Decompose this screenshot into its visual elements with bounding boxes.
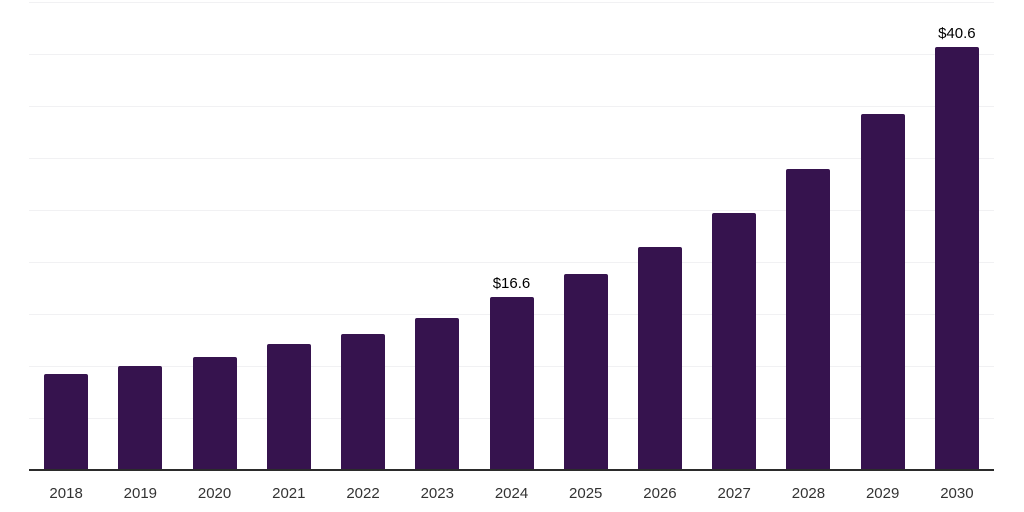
bar-2019 xyxy=(118,365,163,470)
x-axis-line xyxy=(29,469,994,471)
x-tick-label-2022: 2022 xyxy=(346,485,380,502)
x-tick-label-2024: 2024 xyxy=(494,485,529,502)
bar-2021 xyxy=(266,344,311,470)
gridline-40 xyxy=(29,53,994,55)
gridline-20 xyxy=(29,261,994,263)
bar-2023 xyxy=(415,317,460,470)
gridline-35 xyxy=(29,105,994,107)
gridline-45 xyxy=(29,1,994,3)
bar-value-label-2030: $40.6 xyxy=(938,25,976,43)
x-tick-label-2027: 2027 xyxy=(717,485,751,502)
bar-value-label-2024: $16.6 xyxy=(492,275,531,293)
x-tick-label-2018: 2018 xyxy=(49,485,83,502)
bar-2030 xyxy=(934,47,979,470)
bar-2020 xyxy=(192,356,237,470)
x-tick-label-2026: 2026 xyxy=(643,485,677,502)
x-tick-label-2028: 2028 xyxy=(791,485,826,502)
x-tick-label-2025: 2025 xyxy=(569,485,603,502)
x-tick-label-2023: 2023 xyxy=(420,485,454,502)
bar-2028 xyxy=(786,169,831,470)
x-tick-label-2030: 2030 xyxy=(940,485,974,502)
bar-2024 xyxy=(489,297,534,470)
bar-2029 xyxy=(860,113,905,470)
gridline-25 xyxy=(29,209,994,211)
gridline-30 xyxy=(29,157,994,159)
x-tick-label-2019: 2019 xyxy=(123,485,158,502)
bar-2025 xyxy=(563,274,608,470)
bar-2027 xyxy=(712,212,757,470)
x-tick-label-2021: 2021 xyxy=(272,485,306,502)
x-tick-label-2029: 2029 xyxy=(865,485,900,502)
x-tick-label-2020: 2020 xyxy=(197,485,232,502)
bar-2018 xyxy=(44,374,89,470)
bar-2026 xyxy=(637,247,682,470)
bar-2022 xyxy=(341,333,386,470)
